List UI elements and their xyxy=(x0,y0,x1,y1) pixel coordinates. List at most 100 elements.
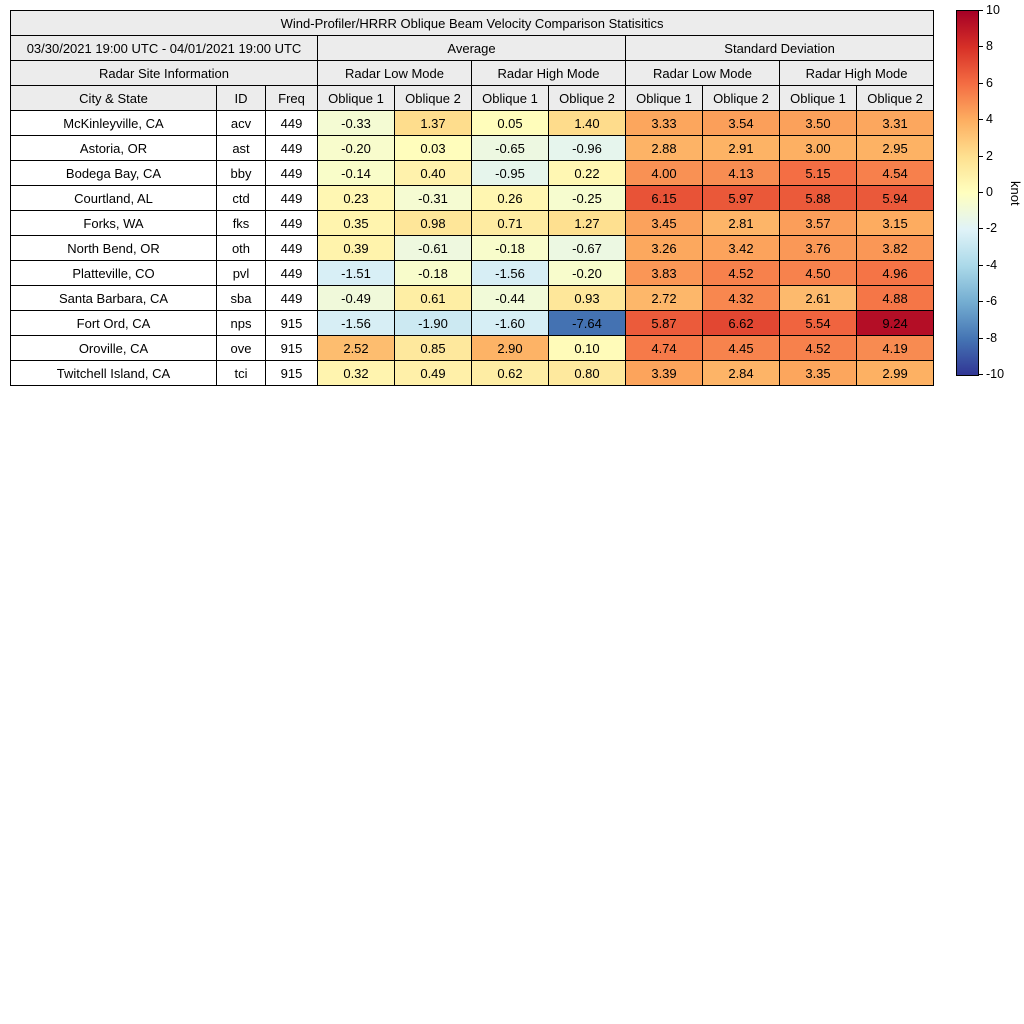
value-cell: 2.99 xyxy=(855,360,935,386)
value-cell: -0.18 xyxy=(471,235,549,261)
value-cell: 3.54 xyxy=(702,110,780,136)
mode-header-row: Radar Site Information Radar Low Mode Ra… xyxy=(10,60,935,86)
value-cell: 4.96 xyxy=(855,260,935,286)
colorbar-tick-mark xyxy=(979,10,983,11)
value-cell: -0.25 xyxy=(548,185,626,211)
group-header-std: Standard Deviation xyxy=(624,35,935,61)
value-cell: -0.96 xyxy=(548,135,626,161)
id-cell: sba xyxy=(216,285,266,311)
value-cell: -7.64 xyxy=(548,310,626,336)
city-cell: Astoria, OR xyxy=(10,135,217,161)
colorbar-tick-label: 8 xyxy=(986,39,993,54)
value-cell: 6.15 xyxy=(625,185,703,211)
value-cell: 0.61 xyxy=(394,285,472,311)
colorbar-tick-mark xyxy=(979,82,983,84)
value-cell: 1.40 xyxy=(548,110,626,136)
value-cell: 2.95 xyxy=(855,135,935,161)
col-header-freq: Freq xyxy=(265,85,318,111)
value-cell: -0.33 xyxy=(317,110,395,136)
table-title: Wind-Profiler/HRRR Oblique Beam Velocity… xyxy=(9,10,935,36)
mode-header-avg-high: Radar High Mode xyxy=(471,60,626,86)
colorbar-tick-label: -4 xyxy=(986,257,998,272)
id-cell: bby xyxy=(216,160,266,186)
colorbar-tick-label: -8 xyxy=(986,330,998,345)
freq-cell: 449 xyxy=(265,210,318,236)
value-cell: 2.72 xyxy=(625,285,703,311)
value-cell: 5.88 xyxy=(779,185,857,211)
table-row: North Bend, OR oth 449 0.39 -0.61 -0.18 -0.67 3… xyxy=(10,235,935,261)
value-cell: 3.83 xyxy=(625,260,703,286)
title-row: Wind-Profiler/HRRR Oblique Beam Velocity… xyxy=(9,10,935,36)
value-cell: 4.54 xyxy=(855,160,935,186)
col-header-oblique: Oblique 2 xyxy=(702,85,780,111)
value-cell: 4.74 xyxy=(625,335,703,361)
value-cell: 3.35 xyxy=(779,360,857,386)
colorbar-tick-mark xyxy=(979,264,983,266)
id-cell: fks xyxy=(216,210,266,236)
value-cell: -0.18 xyxy=(394,260,472,286)
value-cell: 5.54 xyxy=(779,310,857,336)
freq-cell: 449 xyxy=(265,110,318,136)
id-cell: nps xyxy=(216,310,266,336)
table-row: McKinleyville, CA acv 449 -0.33 1.37 0.05 1.40… xyxy=(10,110,935,136)
group-header-average: Average xyxy=(317,35,626,61)
col-header-oblique: Oblique 1 xyxy=(779,85,857,111)
table-row: Astoria, OR ast 449 -0.20 0.03 -0.65 -0.96 2.88… xyxy=(10,135,935,161)
value-cell: 2.81 xyxy=(702,210,780,236)
colorbar-tick-mark xyxy=(979,192,983,193)
freq-cell: 915 xyxy=(265,360,318,386)
value-cell: 0.10 xyxy=(548,335,626,361)
id-cell: tci xyxy=(216,360,266,386)
date-range: 03/30/2021 19:00 UTC - 04/01/2021 19:00 … xyxy=(10,35,318,61)
colorbar xyxy=(956,10,979,376)
city-cell: North Bend, OR xyxy=(10,235,217,261)
value-cell: 1.37 xyxy=(394,110,472,136)
value-cell: 3.45 xyxy=(625,210,703,236)
value-cell: 3.50 xyxy=(779,110,857,136)
id-cell: pvl xyxy=(216,260,266,286)
value-cell: 2.52 xyxy=(317,335,395,361)
freq-cell: 449 xyxy=(265,160,318,186)
value-cell: 0.22 xyxy=(548,160,626,186)
value-cell: 3.82 xyxy=(855,235,935,261)
colorbar-tick-label: 0 xyxy=(986,185,993,199)
id-cell: oth xyxy=(216,235,266,261)
colorbar-tick-label: 4 xyxy=(986,112,993,127)
value-cell: -0.95 xyxy=(471,160,549,186)
value-cell: -0.20 xyxy=(548,260,626,286)
value-cell: 3.42 xyxy=(702,235,780,261)
colorbar-tick-mark xyxy=(979,119,983,121)
value-cell: -0.44 xyxy=(471,285,549,311)
colorbar-tick-mark xyxy=(979,46,983,48)
value-cell: 5.15 xyxy=(779,160,857,186)
value-cell: 6.62 xyxy=(702,310,780,336)
colorbar-tick-mark xyxy=(979,374,983,375)
stats-table: Wind-Profiler/HRRR Oblique Beam Velocity… xyxy=(9,10,935,386)
freq-cell: 449 xyxy=(265,285,318,311)
value-cell: 4.88 xyxy=(855,285,935,311)
value-cell: 9.24 xyxy=(855,310,935,336)
value-cell: 5.94 xyxy=(855,185,935,211)
table-row: Oroville, CA ove 915 2.52 0.85 2.90 0.10 4.74 4.… xyxy=(10,335,935,361)
city-cell: Bodega Bay, CA xyxy=(10,160,217,186)
col-header-oblique: Oblique 1 xyxy=(471,85,549,111)
freq-cell: 449 xyxy=(265,235,318,261)
value-cell: 3.00 xyxy=(779,135,857,161)
table-row: Courtland, AL ctd 449 0.23 -0.31 0.26 -0.25 6.1… xyxy=(10,185,935,211)
city-cell: Oroville, CA xyxy=(10,335,217,361)
colorbar-tick-mark xyxy=(979,337,983,339)
value-cell: 0.93 xyxy=(548,285,626,311)
value-cell: 0.98 xyxy=(394,210,472,236)
mode-header-std-low: Radar Low Mode xyxy=(625,60,780,86)
colorbar-tick-label: 6 xyxy=(986,75,993,90)
freq-cell: 449 xyxy=(265,135,318,161)
value-cell: 2.90 xyxy=(471,335,549,361)
value-cell: 2.61 xyxy=(779,285,857,311)
value-cell: -1.56 xyxy=(471,260,549,286)
table-row: Bodega Bay, CA bby 449 -0.14 0.40 -0.95 0.22 4.… xyxy=(10,160,935,186)
city-cell: Platteville, CO xyxy=(10,260,217,286)
site-info-header: Radar Site Information xyxy=(10,60,318,86)
value-cell: -1.60 xyxy=(471,310,549,336)
column-header-row: City & State ID Freq Oblique 1 Oblique 2… xyxy=(10,85,935,111)
col-header-oblique: Oblique 1 xyxy=(317,85,395,111)
